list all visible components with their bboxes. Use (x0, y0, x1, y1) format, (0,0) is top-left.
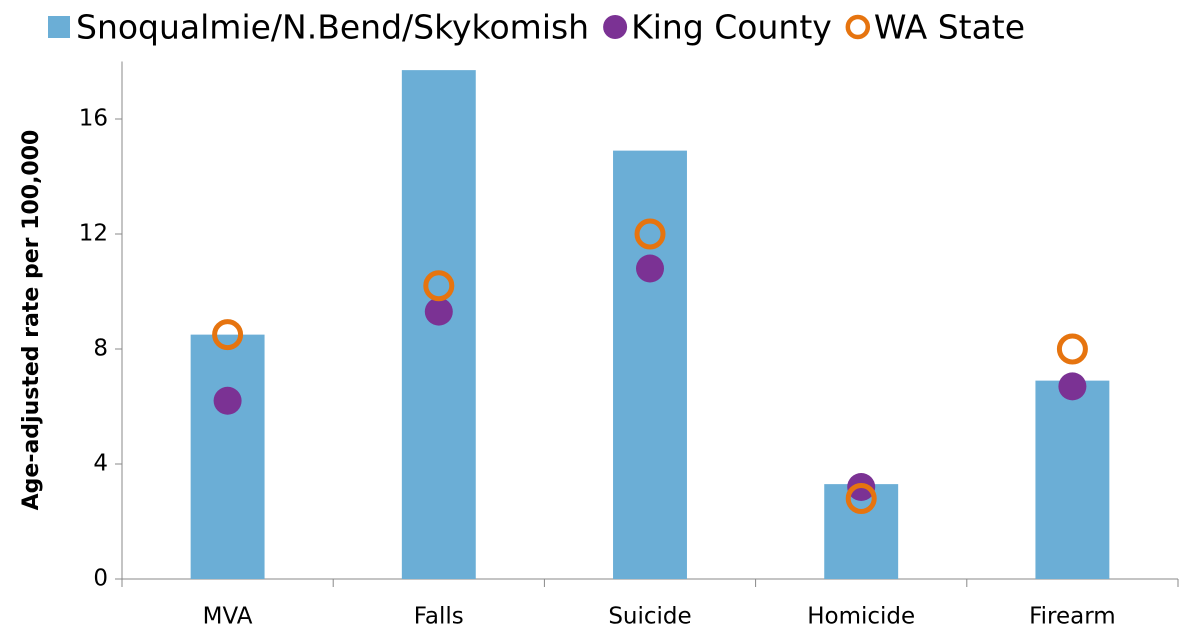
x-tick-label: Falls (414, 604, 464, 630)
bar (1035, 380, 1110, 579)
marker (1058, 372, 1087, 401)
x-tick-label: Suicide (608, 604, 691, 630)
x-tick-label: MVA (203, 604, 253, 630)
marker (634, 218, 666, 250)
y-tick-label: 0 (93, 566, 108, 592)
y-tick-label: 8 (93, 336, 108, 362)
marker (424, 297, 453, 326)
marker (213, 386, 242, 415)
legend-swatch (48, 16, 70, 38)
marker (212, 319, 244, 351)
y-tick-label: 12 (79, 221, 108, 247)
bar (613, 150, 687, 579)
legend-label: Snoqualmie/N.Bend/Skykomish (76, 8, 589, 47)
y-tick-label: 4 (93, 451, 108, 477)
y-tick-label: 16 (79, 106, 108, 132)
x-tick-label: Firearm (1029, 604, 1116, 630)
marker (423, 270, 455, 302)
marker (845, 483, 877, 514)
x-tick-label: Homicide (807, 604, 915, 630)
bar (190, 334, 265, 579)
legend-label: WA State (874, 8, 1025, 47)
legend-swatch (845, 14, 871, 40)
marker (1056, 333, 1088, 365)
legend-label: King County (631, 8, 832, 47)
marker (636, 254, 664, 283)
y-axis-title: Age-adjusted rate per 100,000 (19, 130, 44, 511)
legend-swatch (603, 15, 628, 39)
